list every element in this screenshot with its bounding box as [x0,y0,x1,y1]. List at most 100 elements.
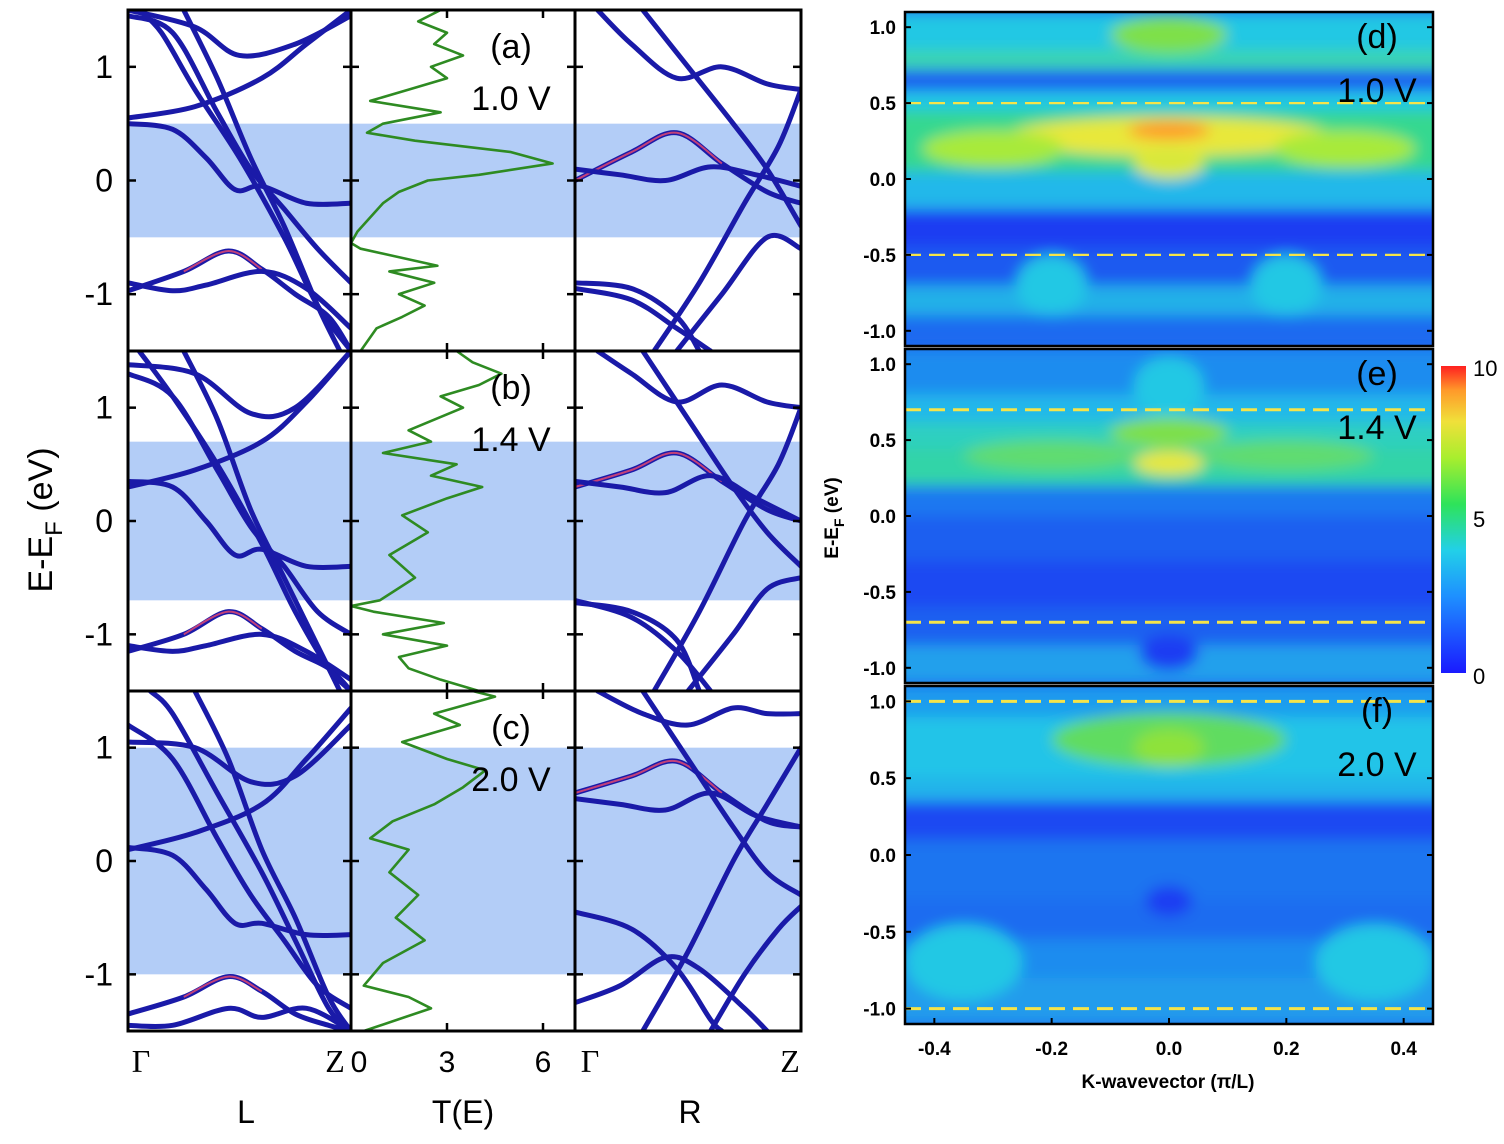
band-line [685,575,801,691]
band-line [595,10,801,93]
band-line [651,405,801,691]
transmission-x-tick-label: 3 [439,1046,456,1079]
heatmap-x-tick-labels: -0.4 -0.2 0.0 0.2 0.4 [918,1039,1417,1060]
heatmap-band [905,516,1433,562]
band-line [640,351,801,569]
colorbar-label-min: 0 [1473,664,1485,689]
transmission-x-tick-labels: 0 3 6 [351,1046,552,1079]
heatmap-blob [905,924,1023,1001]
heatmap-panels [905,12,1433,1024]
band-line [128,351,351,420]
y-tick-label: -0.5 [863,246,896,267]
y-tick-label: -1.0 [863,1000,896,1021]
heatmap-band [905,315,1433,346]
k-tick-z-right: Z [780,1043,800,1079]
y-tick-label: -1 [85,276,113,312]
heatmap-row-labels: (d) 1.0 V (e) 1.4 V (f) 2.0 V [1337,18,1417,784]
heatmap-blob [1127,121,1211,140]
heatmap-band [905,285,1433,316]
band-line [128,631,351,683]
y-tick-label: 0.0 [870,170,896,191]
heatmap-band [905,485,1433,516]
band-highlight [575,451,723,488]
heatmap-band [905,49,1433,70]
y-tick-label: -1 [85,956,113,992]
transmission-curve [349,349,503,693]
y-tick-label: -0.5 [863,923,896,944]
y-tick-label: 0.5 [870,431,897,452]
transmission-x-tick-label: 6 [535,1046,552,1079]
heatmap-row-label: (d) [1356,18,1398,56]
y-tick-label: 1 [95,390,113,426]
colorbar-gradient [1441,366,1466,673]
row-labels: (a) 1.0 V (b) 1.4 V (c) 2.0 V [471,28,551,799]
heatmap-y-axis-label: E-EF (eV) [822,477,847,558]
heatmap-blob [1145,885,1193,917]
heatmap-band [905,801,1433,840]
y-tick-label: -1 [85,616,113,652]
y-tick-label: 0.5 [870,769,897,790]
band-line [147,691,351,1031]
heatmap-panel [905,12,1433,346]
heatmap-band [905,561,1433,608]
bias-window [128,123,801,238]
band-line [128,121,351,207]
y-tick-label: 0.0 [870,507,896,528]
band-line [640,745,801,1031]
column-label-right: R [678,1094,701,1130]
band-line [640,691,801,898]
band-line [128,705,351,853]
heatmap-blob [1110,16,1228,53]
heatmap-band [905,247,1433,286]
heatmap-blob [1198,440,1375,471]
band-lines [128,10,801,1031]
band-line [651,87,801,351]
row-label: (c) [491,709,531,747]
row-label: (b) [490,369,532,407]
band-line [575,600,702,691]
x-tick-label: -0.2 [1035,1039,1068,1060]
x-tick-label: 0.0 [1156,1039,1182,1060]
transmission-curves [349,8,554,1033]
band-line [640,10,801,229]
colorbar-label-max: 10 [1473,356,1497,381]
y-tick-label: 0 [95,163,113,199]
heatmap-row-bias: 1.4 V [1337,409,1417,447]
heatmap-blob [1110,417,1228,448]
heatmap-tick-marks [905,26,1433,1024]
heatmap-blob [1315,924,1433,1001]
band-y-axis-label: E-EF (eV) [22,447,68,592]
band-line [595,351,801,411]
heatmap-blob [1251,254,1322,316]
heatmap-row-bias: 1.0 V [1337,72,1417,110]
band-line [128,10,351,59]
heatmap-blob [1139,634,1199,671]
heatmap-band [905,69,1433,91]
row-bias: 2.0 V [471,761,551,799]
y-tick-label: 1 [95,730,113,766]
heatmap-blob [1016,254,1087,316]
y-tick-label: 1 [95,49,113,85]
k-tick-z-left: Z [325,1043,345,1079]
x-tick-label: 0.4 [1390,1039,1417,1060]
band-structure-figure: 1 0 -1 1 0 -1 1 0 -1 (a) 1.0 V (b) 1.4 V (c) 2.0 V E-… [22,8,803,1130]
column-label-left: L [237,1094,255,1130]
heatmap-band [905,90,1433,111]
band-line [128,13,351,286]
band-line [181,351,343,691]
heatmap-row-label: (e) [1356,355,1398,393]
heatmap-band [905,778,1433,802]
y-tick-label: 1.0 [870,18,896,39]
transmission-x-tick-label: 0 [351,1046,368,1079]
heatmap-figure: 1.0 0.5 0.0 -0.5 -1.0 1.0 0.5 0.0 -0.5 -1.0 1.0 0.5… [822,10,1497,1093]
y-tick-label: 0.5 [870,94,897,115]
band-line [136,351,351,691]
y-tick-label: -1.0 [863,322,896,343]
heatmap-y-tick-labels: 1.0 0.5 0.0 -0.5 -1.0 1.0 0.5 0.0 -0.5 -1.0 1.0 0.5… [863,18,896,1020]
band-line [136,10,351,351]
y-tick-label: -0.5 [863,583,896,604]
row-label: (a) [490,28,532,66]
heatmap-band [905,209,1433,248]
heatmap-blob [1133,450,1205,476]
